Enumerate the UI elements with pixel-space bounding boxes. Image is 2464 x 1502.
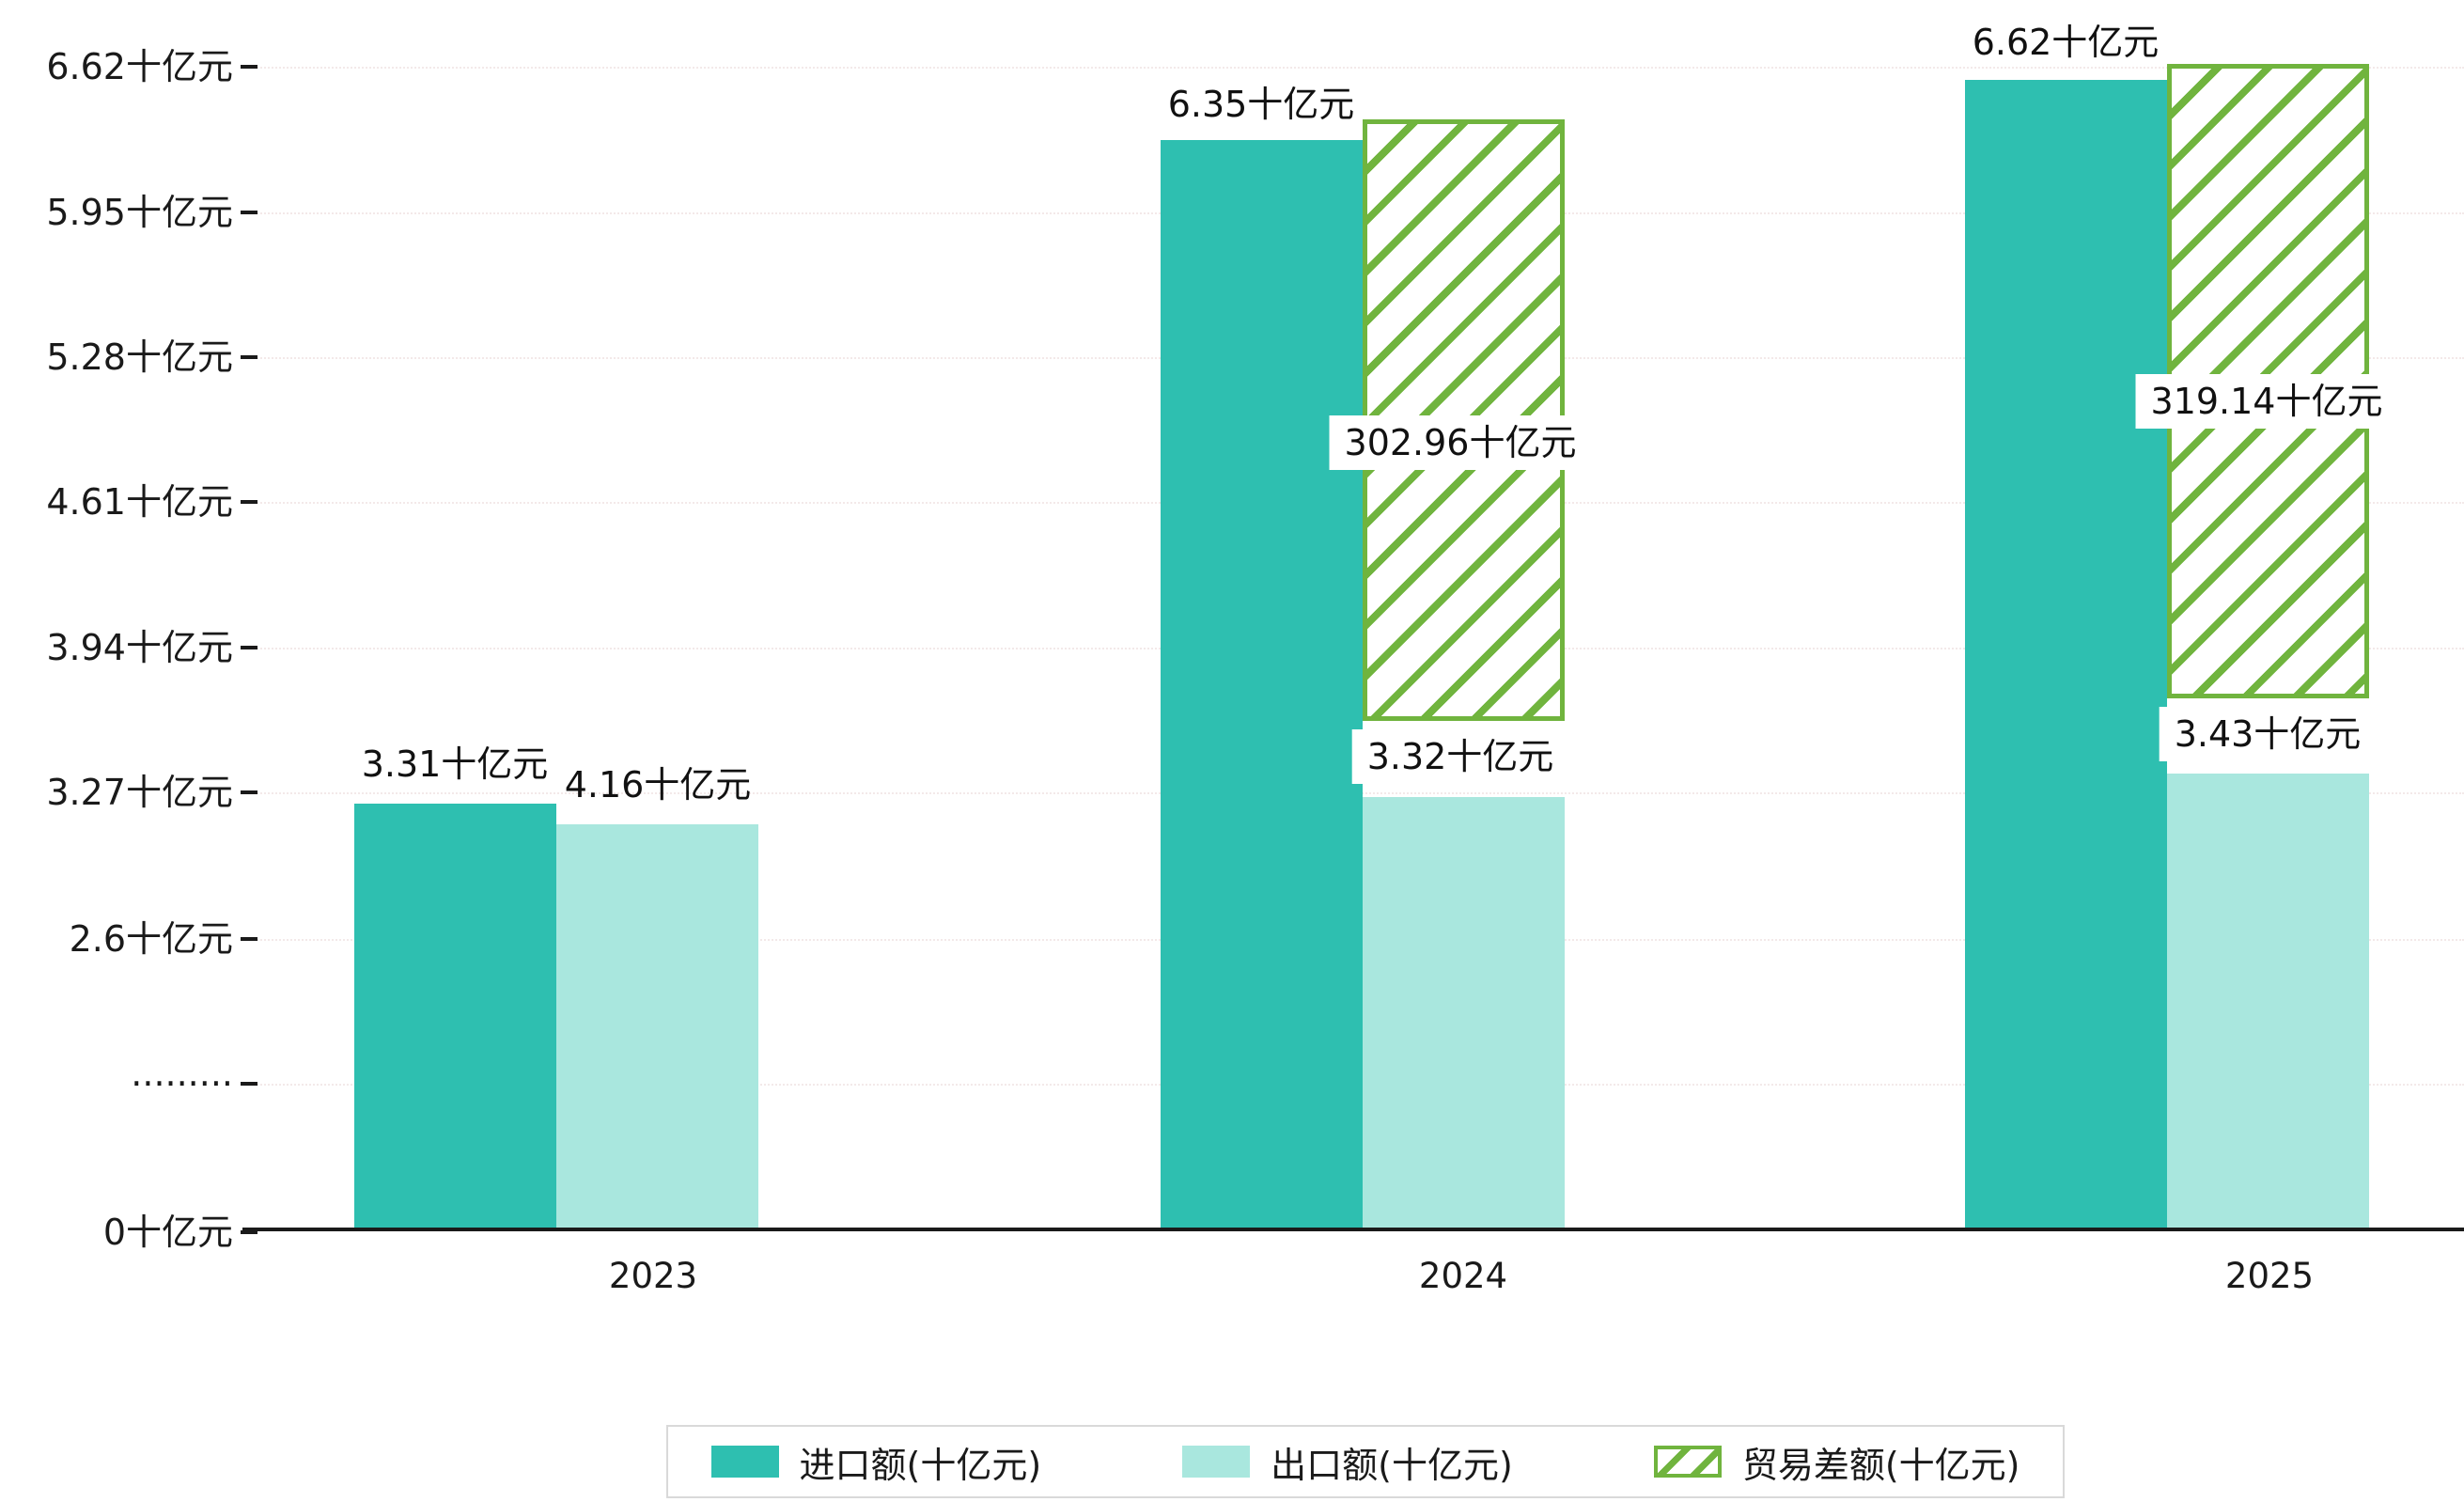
x-axis-line xyxy=(242,1228,2464,1231)
legend-item-balance[interactable]: 贸易差额(十亿元) xyxy=(1653,1436,2020,1488)
y-tick-mark xyxy=(241,646,257,649)
y-tick-mark xyxy=(241,1082,257,1086)
bar-export-2025[interactable] xyxy=(2167,774,2369,1229)
y-tick-label: 0十亿元 xyxy=(102,1212,233,1253)
bar-import-2025[interactable] xyxy=(1965,80,2167,1229)
y-tick-label: 3.27十亿元 xyxy=(46,772,233,813)
bar-export-2023[interactable] xyxy=(556,824,758,1229)
y-tick-mark xyxy=(241,790,257,794)
y-tick-mark xyxy=(241,65,257,69)
y-tick-mark xyxy=(241,355,257,359)
y-tick-mark xyxy=(241,211,257,214)
legend-label-balance: 贸易差额(十亿元) xyxy=(1741,1444,2020,1486)
legend-label-import: 进口额(十亿元) xyxy=(799,1444,1042,1486)
bar-import-2023[interactable] xyxy=(354,804,556,1229)
value-label-import-2023: 3.31十亿元 xyxy=(361,743,549,785)
legend-swatch-balance xyxy=(1653,1446,1722,1478)
value-label-import-2025: 6.62十亿元 xyxy=(1972,22,2160,63)
value-label-export-2023: 4.16十亿元 xyxy=(564,764,752,806)
gridline xyxy=(242,67,2464,69)
y-tick-mark xyxy=(241,500,257,504)
y-tick-label: 6.62十亿元 xyxy=(46,46,233,87)
x-tick-label-2025: 2025 xyxy=(2224,1256,2315,1296)
value-label-export-2025: 3.43十亿元 xyxy=(2159,707,2377,761)
y-tick-mark xyxy=(241,937,257,941)
legend: 进口额(十亿元) 出口额(十亿元) 贸易差额(十亿元) xyxy=(666,1425,2065,1498)
bar-import-2024[interactable] xyxy=(1161,140,1363,1229)
value-label-export-2024: 3.32十亿元 xyxy=(1351,729,1569,784)
legend-swatch-export xyxy=(1182,1446,1251,1478)
x-tick-label-2023: 2023 xyxy=(608,1256,698,1296)
y-tick-label: 4.61十亿元 xyxy=(46,481,233,523)
y-tick-label: 5.95十亿元 xyxy=(46,192,233,233)
value-label-import-2024: 6.35十亿元 xyxy=(1167,84,1355,125)
legend-swatch-import xyxy=(710,1446,779,1478)
legend-label-export: 出口额(十亿元) xyxy=(1271,1444,1513,1486)
bar-export-2024[interactable] xyxy=(1363,797,1565,1229)
y-tick-label: 2.6十亿元 xyxy=(69,918,233,960)
y-tick-mark xyxy=(241,1230,257,1234)
y-tick-label-axis-break: ········· xyxy=(131,1063,233,1104)
y-tick-label: 5.28十亿元 xyxy=(46,336,233,378)
value-label-balance-2024: 302.96十亿元 xyxy=(1329,415,1592,470)
y-tick-label: 3.94十亿元 xyxy=(46,627,233,668)
value-label-balance-2025: 319.14十亿元 xyxy=(2135,374,2398,429)
legend-item-import[interactable]: 进口额(十亿元) xyxy=(710,1436,1042,1488)
x-tick-label-2024: 2024 xyxy=(1418,1256,1508,1296)
legend-item-export[interactable]: 出口额(十亿元) xyxy=(1182,1436,1513,1488)
